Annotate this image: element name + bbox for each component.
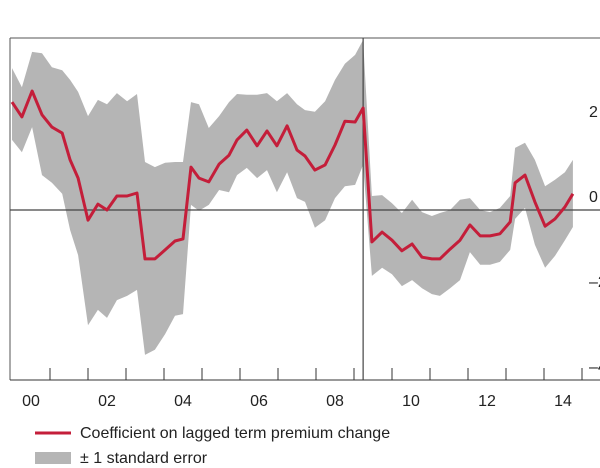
x-tick-label: 00 [22,393,40,410]
x-tick-label: 10 [402,393,420,410]
x-tick-label: 06 [250,393,268,410]
data-line [10,89,575,261]
error-band [12,40,573,355]
x-tick-label: 02 [98,393,116,410]
legend-label: Coefficient on lagged term premium chang… [80,425,390,442]
x-tick-label: 08 [326,393,344,410]
legend-label: ± 1 standard error [80,450,208,467]
y-tick-label: –4 [589,359,600,376]
x-tick-label: 12 [478,393,496,410]
legend-swatch [35,452,71,464]
y-tick-label: 0 [589,189,598,206]
x-tick-label: 14 [554,393,572,410]
x-tick-label: 04 [174,393,192,410]
y-tick-label: 2 [589,104,598,121]
y-tick-label: –2 [589,274,600,291]
